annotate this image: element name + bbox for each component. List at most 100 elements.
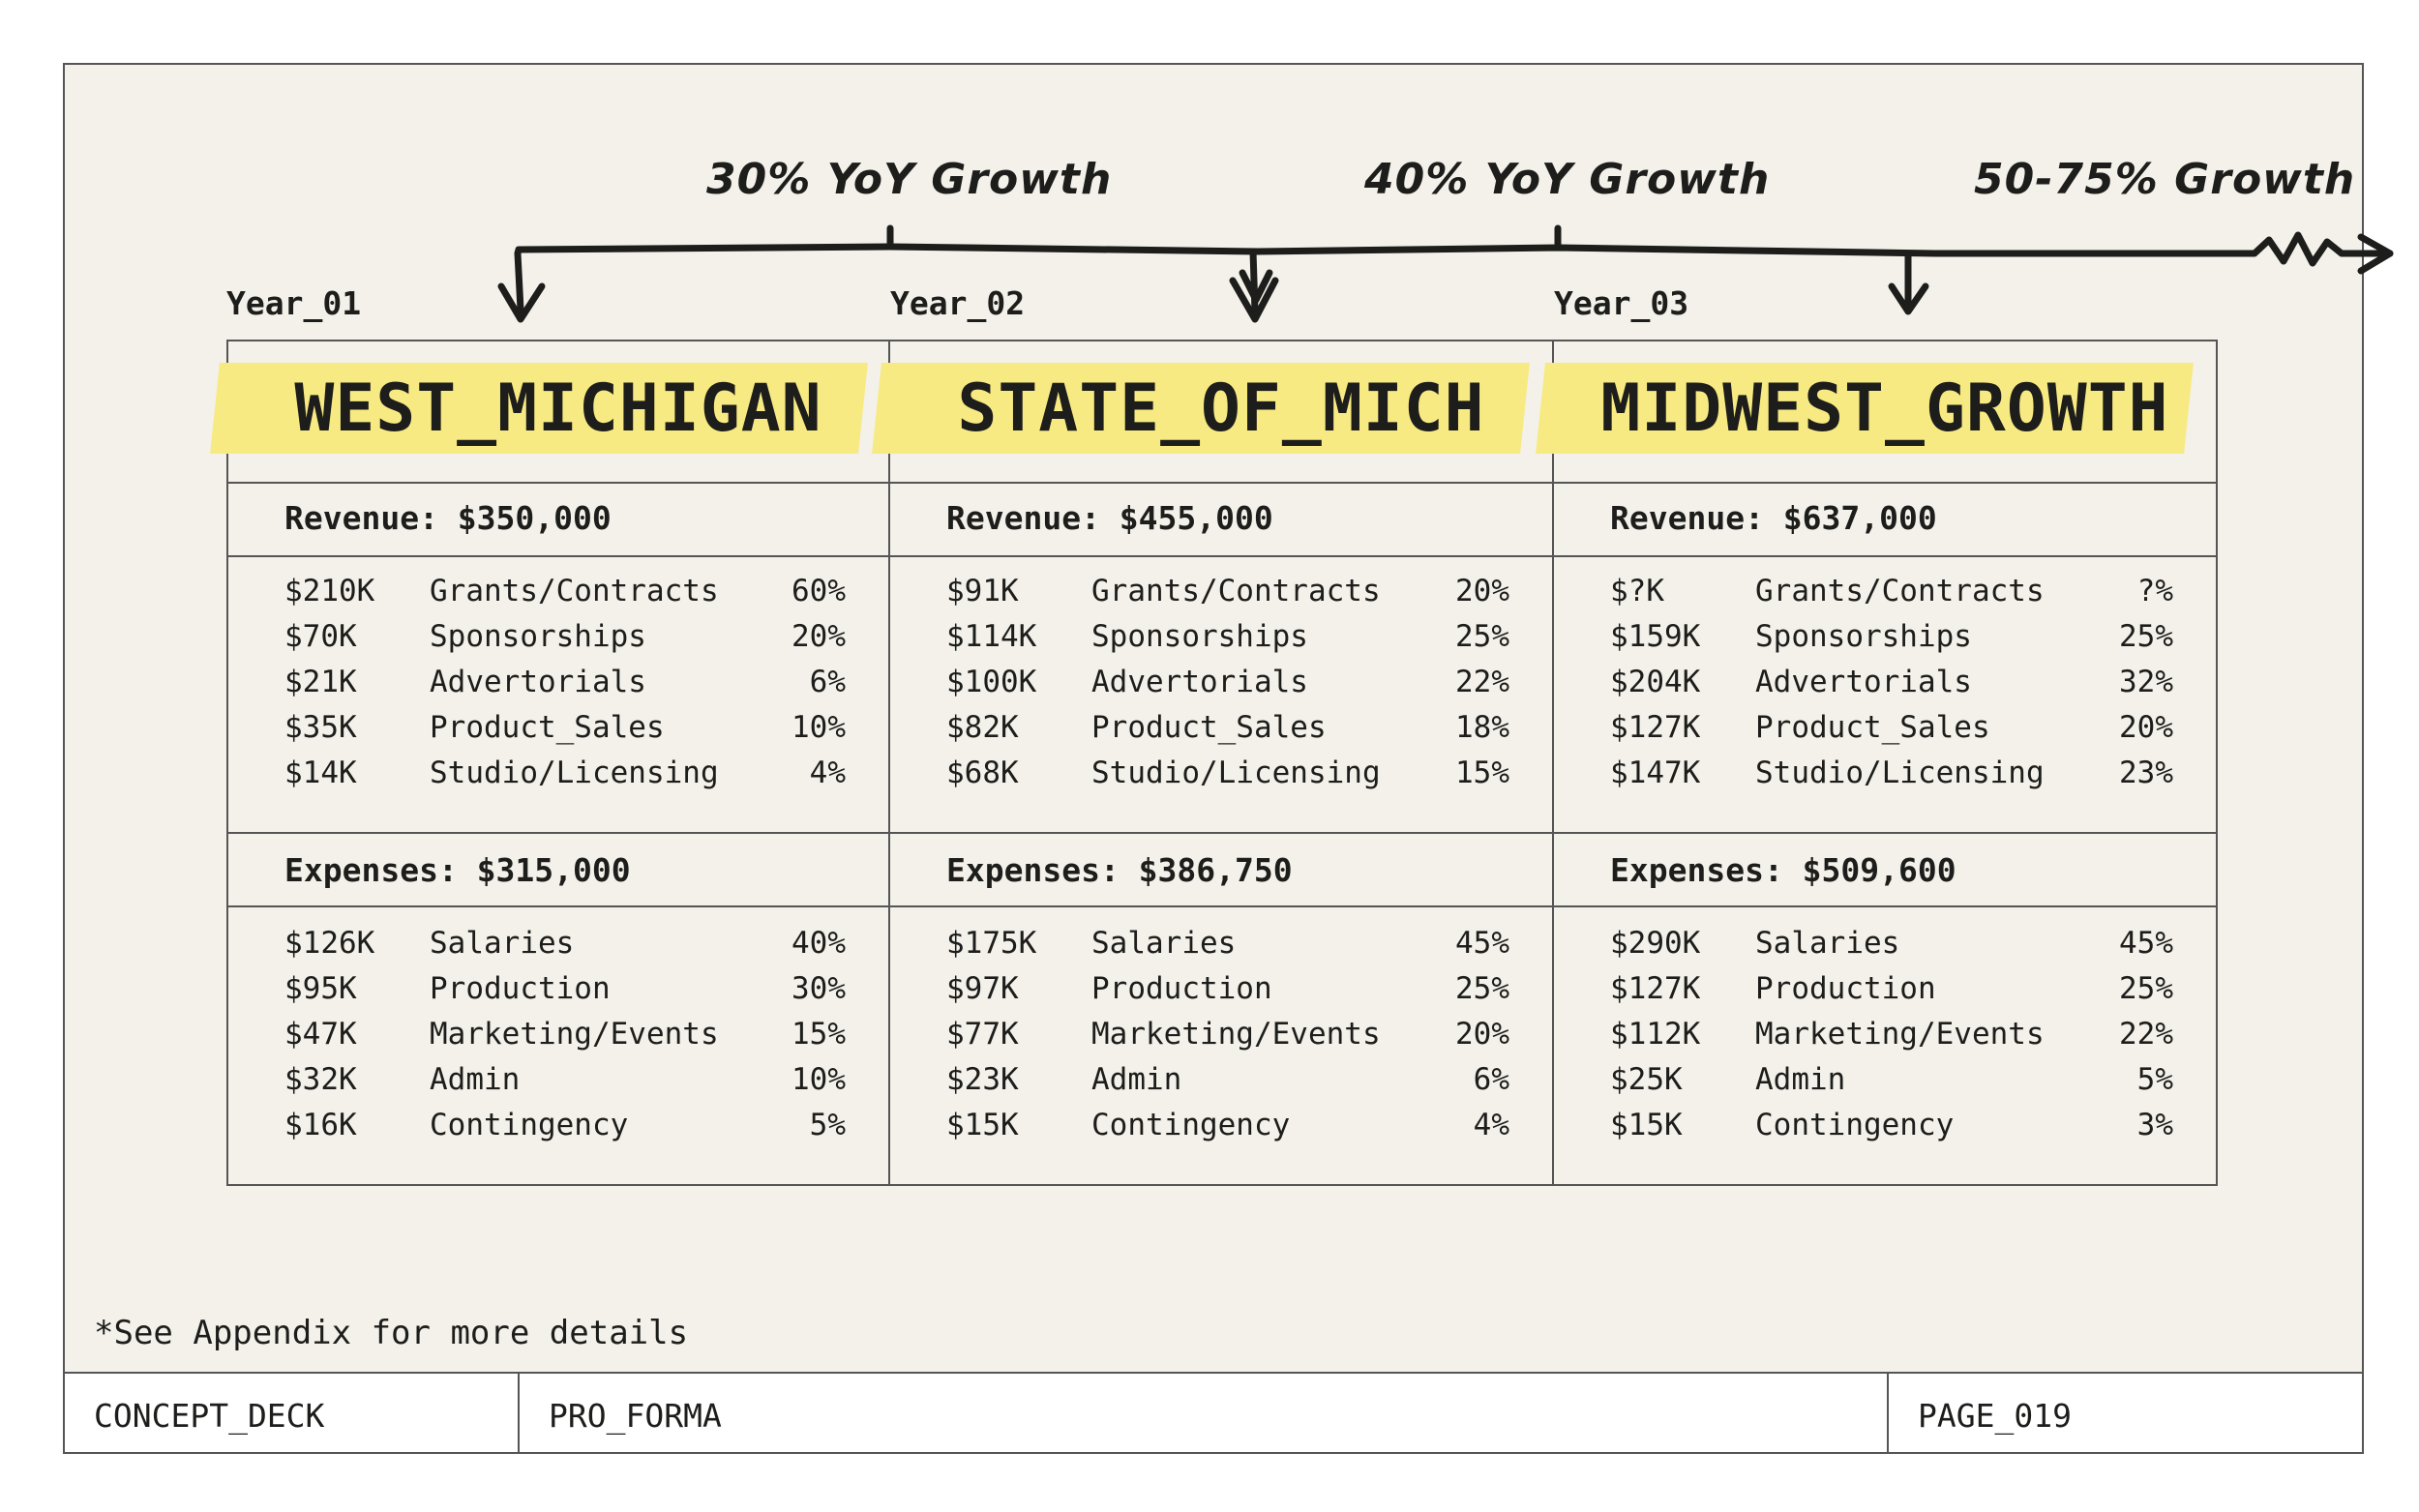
row-amount: $68K — [946, 756, 1019, 790]
footer-cell-page: PAGE_019 — [1889, 1374, 2362, 1452]
revenue-row: $70K Sponsorships 20% — [228, 619, 888, 665]
row-amount: $25K — [1610, 1062, 1683, 1097]
year-label: Year_02 — [890, 284, 1026, 322]
row-percent: 40% — [791, 926, 846, 961]
year-column: WEST_MICHIGAN Revenue: $350,000 $210K Gra… — [210, 340, 890, 1186]
expense-row: $175K Salaries 45% — [890, 926, 1552, 971]
row-label: Contingency — [1091, 1108, 1291, 1142]
row-percent: 5% — [809, 1108, 846, 1142]
row-percent: 32% — [2119, 665, 2173, 699]
row-percent: 5% — [2136, 1062, 2173, 1097]
expenses-summary: Expenses: $509,600 — [1554, 832, 2216, 907]
row-amount: $70K — [284, 619, 357, 654]
expense-row: $97K Production 25% — [890, 971, 1552, 1017]
column-header: STATE_OF_MICH — [872, 341, 1552, 484]
row-percent: 4% — [1473, 1108, 1509, 1142]
row-label: Advertorials — [1091, 665, 1308, 699]
expense-row: $23K Admin 6% — [890, 1062, 1552, 1108]
row-label: Grants/Contracts — [430, 574, 719, 608]
revenue-row: $14K Studio/Licensing 4% — [228, 756, 888, 801]
column-header: MIDWEST_GROWTH — [1536, 341, 2216, 484]
footer-cell-deck: CONCEPT_DECK — [65, 1374, 520, 1452]
row-percent: 20% — [791, 619, 846, 654]
row-percent: 4% — [809, 756, 846, 790]
row-percent: 3% — [2136, 1108, 2173, 1142]
row-label: Grants/Contracts — [1755, 574, 2045, 608]
year-column: MIDWEST_GROWTH Revenue: $637,000 $?K Gran… — [1536, 340, 2218, 1186]
growth-label-year-1: 30% YoY Growth — [706, 155, 1113, 204]
expense-row: $25K Admin 5% — [1554, 1062, 2216, 1108]
revenue-total: Revenue: $455,000 — [946, 499, 1273, 537]
row-amount: $32K — [284, 1062, 357, 1097]
row-percent: 10% — [791, 710, 846, 745]
row-amount: $16K — [284, 1108, 357, 1142]
footer-bar: CONCEPT_DECK PRO_FORMA PAGE_019 — [63, 1372, 2364, 1454]
row-percent: 20% — [1455, 574, 1509, 608]
revenue-row: $204K Advertorials 32% — [1554, 665, 2216, 710]
expenses-total: Expenses: $509,600 — [1610, 851, 1956, 889]
revenue-summary: Revenue: $455,000 — [890, 482, 1552, 557]
row-percent: 10% — [791, 1062, 846, 1097]
column-title: MIDWEST_GROWTH — [1600, 371, 2169, 447]
row-amount: $290K — [1610, 926, 1701, 961]
column-title: WEST_MICHIGAN — [294, 371, 822, 447]
row-amount: $175K — [946, 926, 1037, 961]
row-amount: $114K — [946, 619, 1037, 654]
expense-row: $77K Marketing/Events 20% — [890, 1017, 1552, 1062]
expense-row: $47K Marketing/Events 15% — [228, 1017, 888, 1062]
row-percent: 15% — [1455, 756, 1509, 790]
expense-row: $32K Admin 10% — [228, 1062, 888, 1108]
row-label: Marketing/Events — [430, 1017, 719, 1052]
growth-label-year-3: 50-75% Growth — [1974, 155, 2356, 204]
year-label: Year_01 — [226, 284, 362, 322]
row-percent: 60% — [791, 574, 846, 608]
row-amount: $112K — [1610, 1017, 1701, 1052]
row-label: Sponsorships — [430, 619, 646, 654]
row-percent: 22% — [1455, 665, 1509, 699]
row-label: Studio/Licensing — [1755, 756, 2045, 790]
row-label: Product_Sales — [430, 710, 665, 745]
revenue-row: $?K Grants/Contracts ?% — [1554, 574, 2216, 619]
row-percent: 30% — [791, 971, 846, 1006]
row-label: Sponsorships — [1755, 619, 1972, 654]
footer-page-label: PAGE_019 — [1918, 1397, 2072, 1435]
revenue-total: Revenue: $350,000 — [284, 499, 612, 537]
row-percent: 23% — [2119, 756, 2173, 790]
row-percent: 45% — [2119, 926, 2173, 961]
row-percent: 45% — [1455, 926, 1509, 961]
row-amount: $47K — [284, 1017, 357, 1052]
expenses-total: Expenses: $386,750 — [946, 851, 1293, 889]
row-percent: 20% — [2119, 710, 2173, 745]
row-label: Advertorials — [430, 665, 646, 699]
expense-row: $15K Contingency 4% — [890, 1108, 1552, 1153]
row-percent: 20% — [1455, 1017, 1509, 1052]
row-amount: $100K — [946, 665, 1037, 699]
row-amount: $14K — [284, 756, 357, 790]
revenue-summary: Revenue: $637,000 — [1554, 482, 2216, 557]
revenue-total: Revenue: $637,000 — [1610, 499, 1937, 537]
row-percent: ?% — [2136, 574, 2173, 608]
row-label: Studio/Licensing — [1091, 756, 1381, 790]
row-label: Admin — [1755, 1062, 1846, 1097]
row-amount: $127K — [1610, 971, 1701, 1006]
expense-row: $15K Contingency 3% — [1554, 1108, 2216, 1153]
row-amount: $?K — [1610, 574, 1664, 608]
row-percent: 25% — [2119, 619, 2173, 654]
row-label: Grants/Contracts — [1091, 574, 1381, 608]
row-percent: 18% — [1455, 710, 1509, 745]
row-label: Salaries — [430, 926, 575, 961]
revenue-summary: Revenue: $350,000 — [228, 482, 888, 557]
row-amount: $95K — [284, 971, 357, 1006]
row-label: Product_Sales — [1091, 710, 1327, 745]
year-label: Year_03 — [1554, 284, 1689, 322]
growth-label-year-2: 40% YoY Growth — [1364, 155, 1771, 204]
footer-deck-label: CONCEPT_DECK — [94, 1397, 325, 1435]
footer-cell-section: PRO_FORMA — [520, 1374, 1889, 1452]
row-percent: 25% — [1455, 971, 1509, 1006]
row-amount: $210K — [284, 574, 375, 608]
revenue-row: $210K Grants/Contracts 60% — [228, 574, 888, 619]
revenue-row: $68K Studio/Licensing 15% — [890, 756, 1552, 801]
row-percent: 22% — [2119, 1017, 2173, 1052]
row-amount: $91K — [946, 574, 1019, 608]
column-header: WEST_MICHIGAN — [210, 341, 888, 484]
